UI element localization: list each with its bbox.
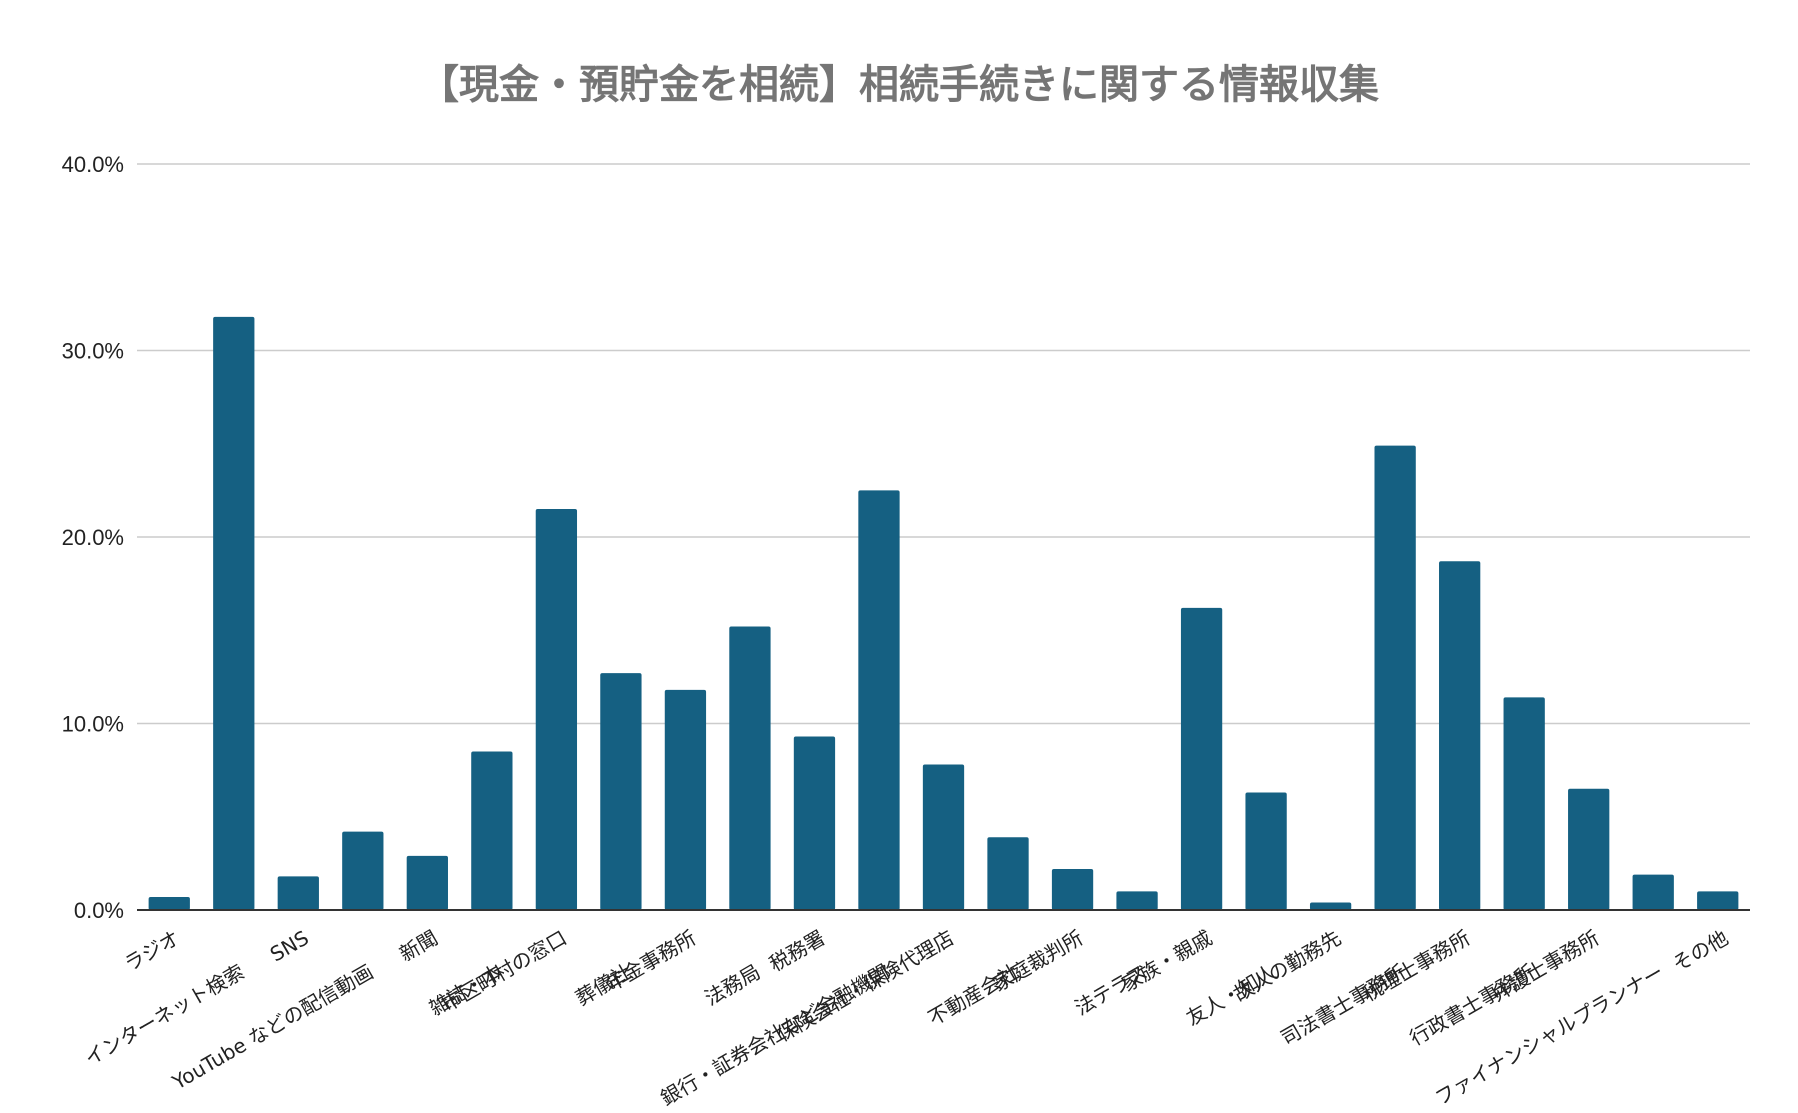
bar (471, 751, 513, 910)
x-category-label: YouTube などの配信動画 (167, 960, 377, 1095)
x-category-label: 税務署 (765, 926, 829, 977)
bar (1116, 891, 1158, 910)
bar (1568, 788, 1610, 910)
x-category-label: 新聞 (395, 926, 442, 967)
x-category-label: ラジオ (120, 926, 184, 977)
x-category-label: 弁護士事務所 (1487, 926, 1603, 1007)
bar (793, 736, 836, 910)
bar (148, 896, 190, 910)
x-category-label: 年金事務所 (601, 926, 700, 997)
bar (600, 673, 642, 910)
bars (148, 316, 1739, 910)
y-tick-label: 10.0% (62, 712, 124, 737)
bar (729, 626, 771, 910)
y-tick-label: 20.0% (62, 525, 124, 550)
x-category-label: SNS (266, 926, 313, 967)
bar (277, 876, 319, 910)
bar (987, 837, 1029, 910)
y-tick-label: 0.0% (74, 898, 124, 923)
x-category-label: その他 (1668, 926, 1732, 977)
bar (858, 490, 900, 910)
gridlines (137, 163, 1750, 725)
bar (1439, 561, 1481, 910)
y-axis-ticks: 0.0% 10.0% 20.0% 30.0% 40.0% (62, 152, 124, 923)
bar (922, 764, 965, 910)
bar (1180, 607, 1223, 910)
bar (1309, 902, 1352, 910)
x-category-label: 故人の勤務先 (1229, 926, 1345, 1007)
x-category-label: 市区町村の窓口 (438, 926, 571, 1017)
x-category-label: 税理士事務所 (1358, 926, 1474, 1007)
x-category-label: 家族・親戚 (1117, 926, 1216, 997)
bar (342, 831, 384, 910)
x-category-label: 法務局 (700, 960, 764, 1011)
bar (1245, 792, 1287, 910)
y-tick-label: 40.0% (62, 152, 124, 177)
bar (535, 509, 578, 910)
bar (1051, 868, 1094, 910)
bar (1374, 445, 1416, 910)
y-tick-label: 30.0% (62, 339, 124, 364)
chart-title: 【現金・預貯金を相続】相続手続きに関する情報収集 (419, 62, 1379, 108)
bar (1503, 697, 1545, 910)
bar (1697, 891, 1739, 910)
bar (1632, 874, 1674, 910)
bar (213, 316, 255, 910)
x-category-label: ファイナンシャルプランナー (1431, 960, 1668, 1111)
bar (406, 855, 448, 910)
bar (664, 689, 707, 910)
x-category-label: 家庭裁判所 (988, 926, 1087, 997)
